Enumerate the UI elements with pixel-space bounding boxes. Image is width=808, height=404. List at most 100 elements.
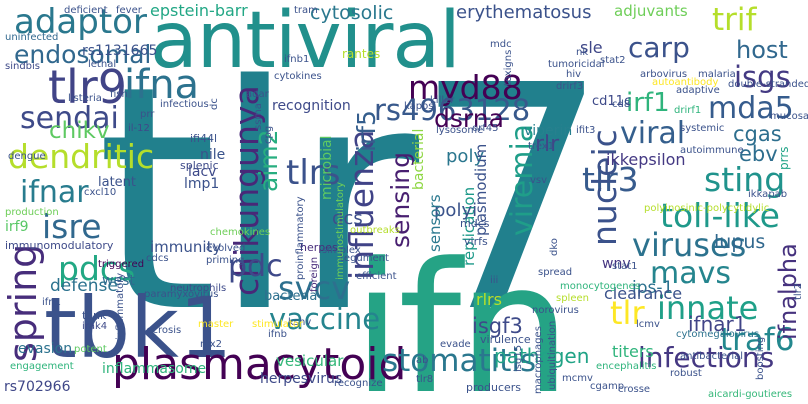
word: mdcs (460, 217, 490, 230)
word: adjuvants (614, 2, 688, 20)
word: ifi44l (190, 132, 218, 145)
word: mucosal (770, 111, 808, 122)
word: il-12 (128, 123, 150, 134)
word: lcmv (636, 319, 660, 330)
word: orf45 (472, 123, 499, 134)
word: dsrna (434, 104, 504, 133)
word: ifn1 (42, 297, 61, 308)
word: evasion (18, 341, 73, 357)
word: neutrophils (170, 283, 227, 294)
word: latent (98, 175, 137, 190)
word: macrophages (533, 326, 544, 394)
word: adar (246, 89, 269, 100)
word: viperin (524, 123, 573, 139)
word: tlr3 (582, 160, 639, 199)
word: clearance (604, 284, 683, 303)
word: ifnar1 (688, 312, 747, 336)
word: isre (42, 207, 102, 246)
word: robust (670, 368, 702, 379)
word: nk (576, 47, 589, 58)
word: tram (294, 5, 318, 16)
word: epstein-barr (150, 1, 248, 20)
word: production (5, 207, 59, 218)
word: irf5 (352, 110, 381, 152)
word: microbial (319, 135, 335, 200)
word: sting (704, 160, 786, 199)
word: lacv (188, 164, 217, 180)
word: recognize (334, 378, 383, 389)
word: mdc (490, 39, 512, 50)
word: sle (580, 38, 603, 57)
word: iii (490, 275, 499, 286)
word: ab (416, 355, 429, 366)
word: crosse (618, 384, 651, 395)
word: ebv (739, 142, 778, 166)
word: isgs (734, 60, 791, 94)
word: cytomegalovirus (676, 329, 760, 340)
word: inflammasome (102, 361, 207, 377)
word: cdcs (146, 253, 169, 264)
word: dko (549, 238, 560, 256)
word: rlrs (476, 290, 502, 309)
word: vesicular (276, 352, 344, 370)
word: kaposi (404, 101, 437, 112)
word: foreign (309, 256, 320, 292)
word: ikkapab (748, 189, 788, 200)
word: stomatitis (382, 343, 537, 379)
word: lupus (714, 231, 766, 253)
word: immunostimulatory (335, 181, 346, 280)
word: cd11c (592, 94, 632, 109)
word: efficient (356, 271, 397, 282)
word: ubiquitination (547, 320, 558, 390)
word: cgamp (590, 381, 625, 392)
word: lmp1 (184, 176, 220, 192)
word: spleen (556, 293, 589, 304)
word: ifit3 (576, 125, 596, 136)
word: evade (440, 339, 471, 350)
word: master (198, 319, 234, 330)
word: virulence (480, 333, 531, 346)
word: rs1131665 (82, 43, 158, 59)
word: cytokines (274, 71, 322, 82)
word: sendai (20, 101, 119, 136)
word: infectious (160, 99, 209, 110)
word: tumoricidal (548, 59, 605, 70)
word: viruses (632, 226, 747, 264)
word: immunomodulatory (5, 239, 114, 252)
word: tlr2 (793, 282, 804, 300)
word: paramyxovirus (144, 289, 219, 300)
word: rlr (535, 132, 560, 157)
word: herpes (300, 241, 338, 254)
word: arbovirus (640, 69, 688, 80)
word: cgas (733, 122, 782, 146)
word: host (736, 36, 788, 64)
word: malaria (698, 69, 736, 80)
word: potent (74, 344, 107, 355)
word: ikkepsilon (606, 150, 686, 169)
word: autoimmune (680, 145, 744, 156)
word: evolved (206, 243, 246, 254)
word: antibacterial (680, 351, 744, 362)
word: spread (538, 267, 573, 278)
word: pathogen (494, 344, 590, 368)
word: adaptive (676, 85, 720, 96)
word: aicardi-goutieres (708, 389, 793, 400)
word: chemokines (210, 227, 271, 238)
word: svcv (278, 269, 351, 307)
word: killer (430, 95, 455, 106)
word: engagement (10, 361, 74, 372)
word: defense (50, 276, 118, 296)
word: vsv (530, 175, 548, 186)
word: ips-1 (632, 278, 674, 298)
word: traf6 (720, 322, 795, 358)
word: trex1 (528, 141, 555, 152)
word: necrosis (140, 325, 182, 336)
word: antiviral (150, 0, 461, 86)
word: infections (638, 341, 775, 374)
word: immunity (150, 238, 222, 256)
word: drirf3 (556, 81, 584, 92)
word: nucleic (585, 129, 624, 246)
word: mda5 (708, 91, 794, 126)
word: titers (612, 342, 654, 361)
